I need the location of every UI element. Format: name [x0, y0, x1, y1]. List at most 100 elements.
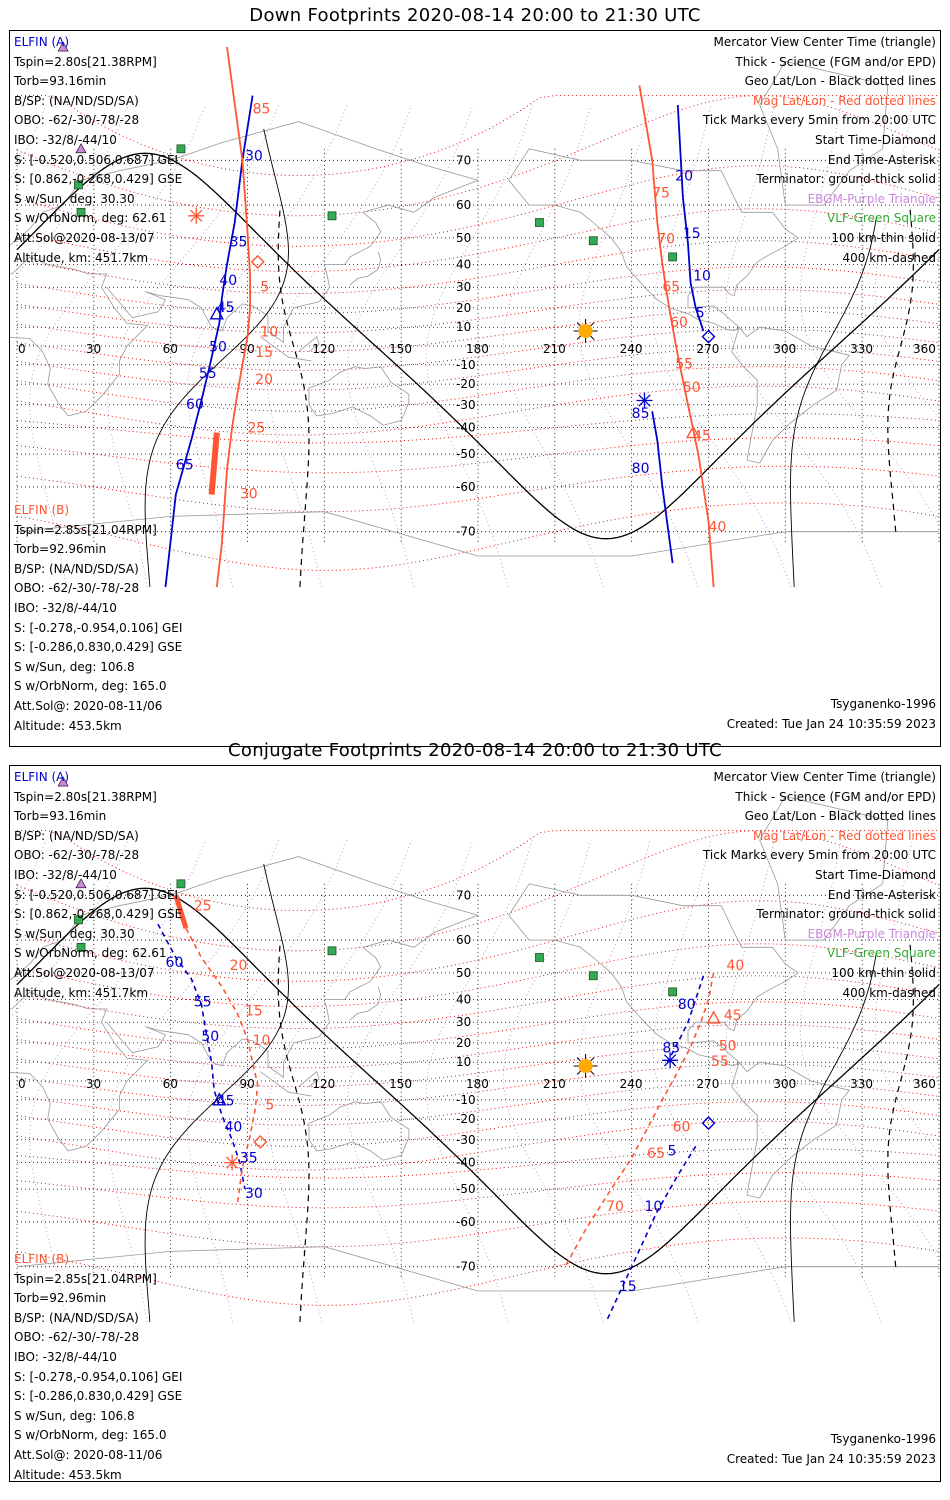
elfin-b-line: Tspin=2.85s[21.04RPM] [14, 522, 157, 537]
elfin-a-line: S w/Sun, deg: 30.30 [14, 926, 135, 941]
coastline [10, 856, 479, 981]
elfin-a-line: Torb=93.16min [14, 74, 107, 89]
elfin-b-line: B/SP: (NA/ND/SD/SA) [14, 1310, 139, 1325]
line-400km [277, 940, 310, 1323]
elfin-b-tick-label: 60 [673, 1119, 691, 1135]
start-diamond [250, 254, 265, 269]
elfin-b-line: S w/OrbNorm, deg: 165.0 [14, 679, 167, 694]
lon-tick-label: 30 [86, 342, 101, 356]
lon-tick-label: 150 [389, 1077, 412, 1091]
legend-line: Geo Lat/Lon - Black dotted lines [744, 809, 936, 824]
elfin-a-track [164, 95, 254, 588]
legend-line: Start Time-Diamond [814, 132, 936, 147]
elfin-a-tick-label: 15 [683, 226, 701, 242]
elfin-a-tick-label: 5 [668, 1143, 677, 1159]
elfin-a-track [605, 1145, 697, 1323]
lat-tick-label: -70 [456, 1260, 476, 1274]
elfin-b-line: S: [-0.286,0.830,0.429] GSE [14, 640, 183, 655]
elfin-a-line: B/SP: (NA/ND/SD/SA) [14, 828, 139, 843]
mag-lon-line [874, 104, 940, 420]
elfin-a-tick-label: 30 [245, 1186, 263, 1202]
line-100km [144, 863, 289, 1323]
asterisk-stroke [663, 1054, 677, 1067]
elfin-a-line: B/SP: (NA/ND/SD/SA) [14, 93, 139, 108]
line-400km [887, 208, 915, 532]
legend: Mercator View Center Time (triangle) Thi… [703, 768, 936, 1003]
elfin-a-track [157, 923, 246, 1190]
elfin-b-line: Att.Sol@: 2020-08-11/06 [14, 1447, 163, 1462]
elfin-b-line: IBO: -32/8/-44/10 [14, 600, 117, 615]
elfin-a-line: S: [0.862,-0.268,0.429] GSE [14, 172, 183, 187]
elfin-b-line: Att.Sol@: 2020-08-11/06 [14, 698, 163, 713]
elfin-b-tick-label: 75 [652, 185, 670, 201]
mag-lon-line [578, 839, 699, 1323]
legend-line: Tick Marks every 5min from 20:00 UTC [702, 848, 936, 863]
elfin-a-tick-label: 55 [194, 995, 212, 1011]
vlf-station-square [588, 236, 598, 246]
panel-title-down: Down Footprints 2020-08-14 20:00 to 21:3… [249, 5, 701, 26]
mag-lat-line [16, 1023, 940, 1069]
elfin-a-tick-label: 60 [166, 955, 184, 971]
start-diamond [253, 1134, 268, 1149]
coastline [106, 914, 479, 1079]
elfin-b-science-segment [173, 894, 189, 930]
elfin-a-line: OBO: -62/-30/-78/-28 [14, 113, 140, 128]
elfin-b-tick-label: 5 [260, 279, 269, 295]
elfin-b-science-segment [208, 432, 220, 495]
elfin-b-tick-label: 5 [265, 1097, 274, 1113]
lon-tick-label: 300 [773, 1077, 796, 1091]
legend-line: EBGM-Purple Triangle [807, 191, 936, 206]
elfin-a-line: Tspin=2.80s[21.38RPM] [14, 789, 157, 804]
mag-lat-line [16, 1120, 940, 1171]
vlf-station-square [76, 207, 86, 217]
mag-grid [10, 95, 940, 588]
elfin-a-tick-label: 40 [219, 273, 237, 289]
coastline [759, 795, 889, 941]
line-100km [144, 128, 289, 588]
lat-tick-label: -10 [456, 358, 476, 372]
legend-line: 400 km-dashed [842, 985, 936, 1000]
created-label: Created: Tue Jan 24 10:35:59 2023 [726, 717, 936, 731]
mag-lat-line [16, 943, 940, 1007]
elfin-a-line: Att.Sol@2020-08-13/07 [14, 230, 155, 245]
elfin-a-line: S w/OrbNorm, deg: 62.61 [14, 211, 167, 226]
elfin-a-tick-label: 20 [675, 168, 693, 184]
coastline [16, 1246, 939, 1292]
elfin-a-line: IBO: -32/8/-44/10 [14, 132, 117, 147]
vlf-station-square [74, 915, 83, 925]
coastline [298, 1071, 320, 1087]
coastline [731, 1061, 851, 1199]
mag-lon-line [425, 839, 533, 1323]
model-label: Tsyganenko-1996 [830, 1432, 936, 1446]
mag-lon-line [725, 104, 882, 588]
coastline [759, 60, 889, 206]
elfin-b-tick-label: 25 [194, 899, 212, 915]
created-label: Created: Tue Jan 24 10:35:59 2023 [726, 1452, 936, 1466]
end-asterisk [224, 1154, 241, 1171]
coastline [298, 336, 320, 352]
elfin-b-line: Torb=92.96min [14, 1291, 107, 1306]
vlf-station-square [327, 211, 337, 221]
elfin-b-tick-label: 70 [606, 1199, 624, 1215]
elfin-a-line: IBO: -32/8/-44/10 [14, 867, 117, 882]
sun-ray [590, 335, 595, 340]
lat-tick-label: 20 [456, 301, 471, 315]
coastline [308, 1101, 410, 1161]
panel-title-conjugate: Conjugate Footprints 2020-08-14 20:00 to… [228, 740, 722, 761]
vlf-station-square [668, 252, 678, 262]
lon-tick-label: 60 [163, 1077, 178, 1091]
elfin-b-tick-label: 25 [248, 421, 266, 437]
elfin-b-tick-label: 20 [255, 372, 273, 388]
elfin-b-line: Tspin=2.85s[21.04RPM] [14, 1271, 157, 1286]
mag-lat-line [16, 1237, 940, 1306]
elfin-b-label: ELFIN (B) [14, 503, 70, 517]
sun-ray [576, 322, 581, 327]
vlf-station-square [668, 987, 678, 997]
elfin-a-tick-label: 10 [644, 1199, 662, 1215]
elfin-b-tick-label: 10 [253, 1033, 271, 1049]
terminator-line [16, 887, 940, 1275]
lat-tick-label: 60 [456, 933, 471, 947]
elfin-b-line: S w/Sun, deg: 106.8 [14, 1408, 135, 1423]
elfin-a-info: ELFIN (A) Tspin=2.80s[21.38RPM] Torb=93.… [14, 768, 182, 1003]
elfin-b-tick-label: 40 [726, 958, 744, 974]
